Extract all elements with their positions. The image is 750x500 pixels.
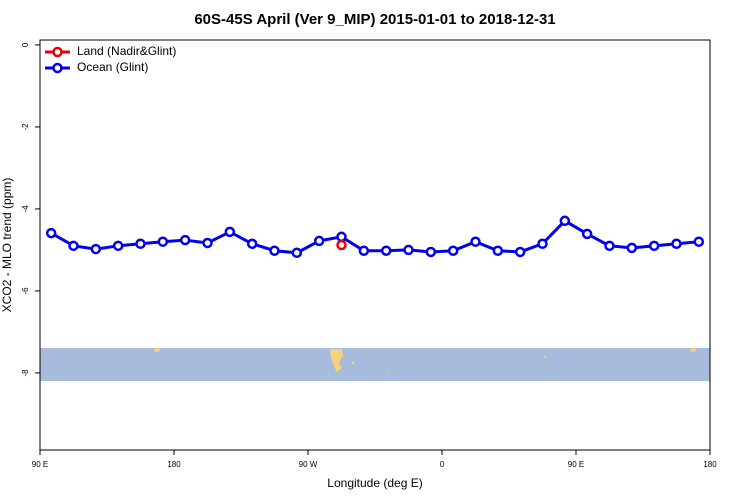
chart-title: 60S-45S April (Ver 9_MIP) 2015-01-01 to … xyxy=(194,11,555,28)
data-point xyxy=(514,246,526,258)
data-point xyxy=(224,226,236,238)
data-point xyxy=(626,242,638,254)
data-point xyxy=(425,246,437,258)
data-point xyxy=(693,236,705,247)
data-point xyxy=(559,215,571,227)
data-point xyxy=(470,236,481,247)
x-tick-label: 0 xyxy=(440,460,445,469)
y-tick-label: -4 xyxy=(21,205,30,213)
y-tick-label: -6 xyxy=(21,287,30,295)
data-point xyxy=(648,240,660,252)
legend-marker xyxy=(52,46,63,58)
data-point xyxy=(403,244,414,256)
x-tick-label: 180 xyxy=(703,460,717,469)
land-shape xyxy=(351,361,355,365)
data-point xyxy=(336,239,347,251)
x-tick-label: 90 W xyxy=(299,460,318,469)
data-point xyxy=(135,238,146,250)
data-point xyxy=(269,245,280,256)
map-band xyxy=(40,348,710,381)
data-point xyxy=(492,245,504,256)
data-point xyxy=(537,238,548,250)
land-shape xyxy=(330,349,343,372)
ocean-band xyxy=(40,348,710,381)
legend-label: Ocean (Glint) xyxy=(77,60,148,74)
data-point xyxy=(447,245,459,256)
legend-label: Land (Nadir&Glint) xyxy=(77,44,176,58)
y-tick-label: -8 xyxy=(21,369,30,377)
legend-marker xyxy=(52,62,63,74)
data-point xyxy=(90,243,102,255)
data-point xyxy=(358,245,370,256)
data-point xyxy=(246,238,258,250)
data-point xyxy=(45,227,57,239)
data-point xyxy=(336,231,347,243)
x-axis-label: Longitude (deg E) xyxy=(327,476,422,490)
data-point xyxy=(179,234,191,246)
data-point xyxy=(313,235,325,247)
land-shape xyxy=(386,369,388,371)
data-point xyxy=(112,240,124,252)
data-point xyxy=(157,236,169,247)
data-point xyxy=(291,247,303,259)
data-point xyxy=(68,240,79,252)
data-point xyxy=(202,237,213,249)
data-point xyxy=(581,228,593,240)
data-point xyxy=(671,238,682,250)
y-axis-label: XCO2 - MLO trend (ppm) xyxy=(0,178,14,313)
y-tick-label: 0 xyxy=(21,42,30,47)
land-shape xyxy=(154,348,160,352)
series-line xyxy=(50,218,699,255)
x-tick-label: 180 xyxy=(167,460,181,469)
plot-frame xyxy=(39,39,711,451)
x-tick-label: 90 E xyxy=(568,460,584,469)
y-tick-label: -2 xyxy=(21,123,30,131)
land-shape xyxy=(544,356,546,358)
x-tick-label: 90 E xyxy=(32,460,48,469)
data-point xyxy=(380,245,392,256)
land-shape xyxy=(690,348,696,352)
data-point xyxy=(604,240,615,252)
